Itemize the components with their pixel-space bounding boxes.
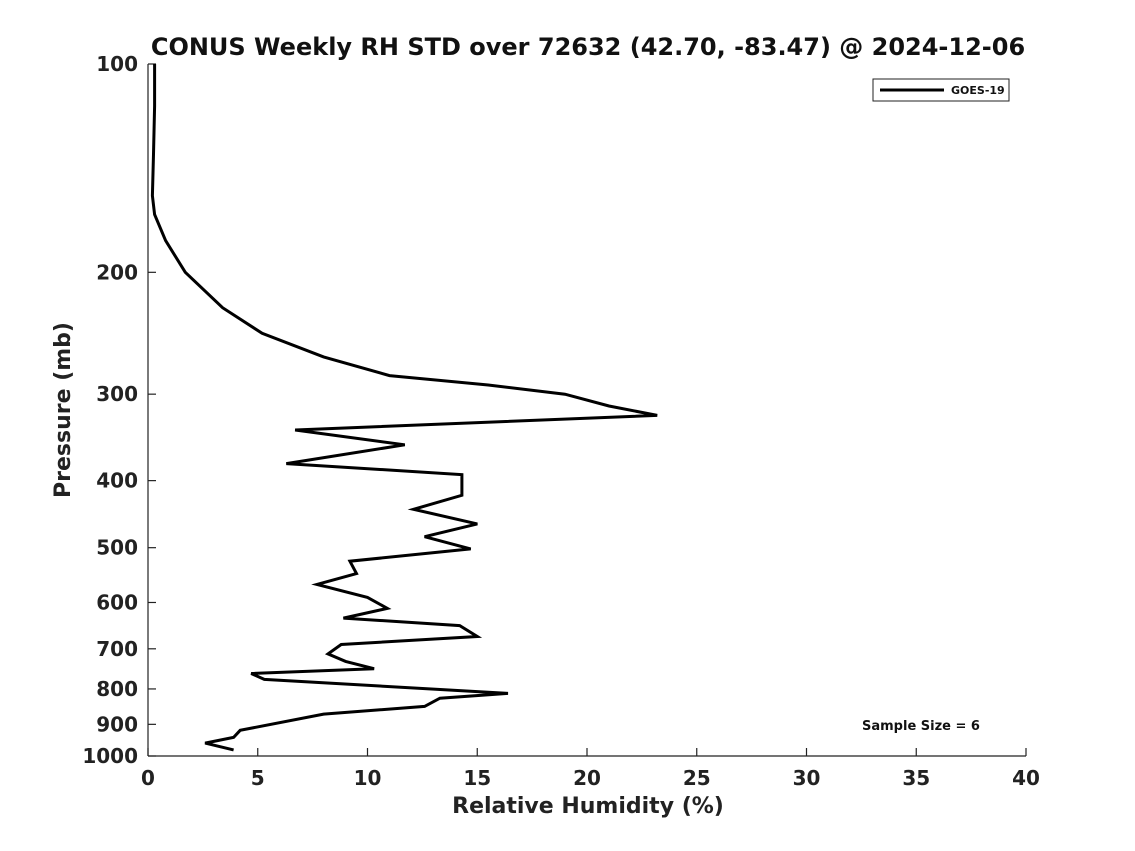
x-tick-label: 0 — [141, 766, 155, 790]
axes — [147, 64, 1026, 757]
x-tick-label: 5 — [251, 766, 265, 790]
x-tick-label: 25 — [683, 766, 711, 790]
sample-size-annotation: Sample Size = 6 — [862, 719, 980, 734]
legend: GOES-19 — [872, 78, 1010, 102]
x-tick-label: 30 — [793, 766, 821, 790]
chart-title: CONUS Weekly RH STD over 72632 (42.70, -… — [151, 33, 1025, 61]
y-tick-label: 1000 — [82, 744, 138, 768]
series-group — [150, 64, 658, 752]
legend-label: GOES-19 — [951, 84, 1005, 97]
series-line — [150, 64, 658, 752]
y-axis-label: Pressure (mb) — [51, 322, 76, 498]
y-tick-label: 600 — [96, 590, 138, 614]
y-tick-label: 500 — [96, 536, 138, 560]
y-tick-label: 800 — [96, 677, 138, 701]
y-tick-label: 900 — [96, 712, 138, 736]
y-tick-label: 200 — [96, 260, 138, 284]
x-tick-label: 40 — [1012, 766, 1040, 790]
x-tick-label: 20 — [573, 766, 601, 790]
y-tick-label: 300 — [96, 382, 138, 406]
x-tick-label: 15 — [463, 766, 491, 790]
y-tick-label: 400 — [96, 469, 138, 493]
x-tick-label: 35 — [902, 766, 930, 790]
x-ticks: 0 5 10 15 20 25 30 35 40 — [141, 748, 1040, 790]
y-ticks: 100 200 300 400 500 600 700 800 900 1000 — [82, 52, 156, 768]
x-tick-label: 10 — [354, 766, 382, 790]
x-axis-label: Relative Humidity (%) — [452, 794, 724, 819]
y-tick-label: 100 — [96, 52, 138, 76]
y-tick-label: 700 — [96, 637, 138, 661]
